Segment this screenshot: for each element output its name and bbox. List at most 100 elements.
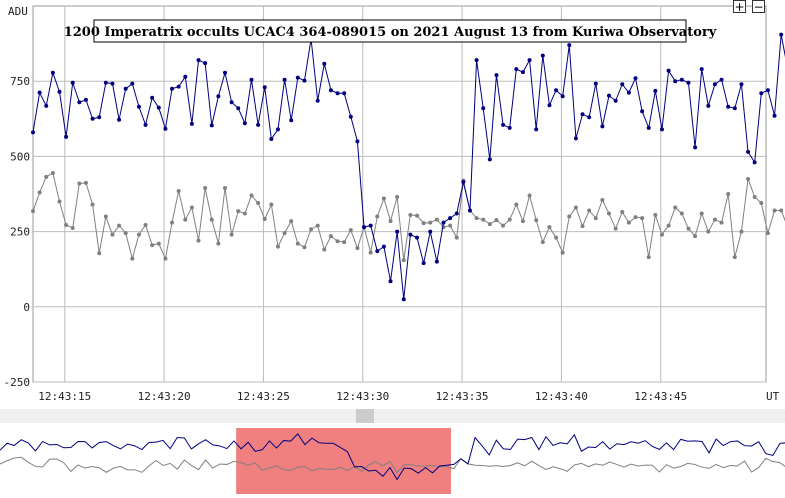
data-point <box>64 222 69 227</box>
x-tick-label: 12:43:40 <box>535 390 588 403</box>
data-point <box>474 58 479 63</box>
data-point <box>83 180 88 185</box>
data-point <box>388 219 393 224</box>
data-point <box>103 214 108 219</box>
data-point <box>587 208 592 213</box>
data-point <box>401 297 406 302</box>
data-point <box>659 127 664 132</box>
data-point <box>600 124 605 129</box>
data-point <box>534 218 539 223</box>
data-point <box>759 91 764 96</box>
data-point <box>289 118 294 123</box>
data-point <box>262 85 267 90</box>
x-tick-label: 12:43:15 <box>38 390 91 403</box>
data-point <box>441 220 446 225</box>
data-point <box>494 73 499 78</box>
data-point <box>209 123 214 128</box>
data-point <box>117 117 122 122</box>
data-point <box>746 149 751 154</box>
data-point <box>328 234 333 239</box>
data-point <box>302 245 307 250</box>
data-point <box>348 114 353 119</box>
data-point <box>249 77 254 82</box>
data-point <box>249 193 254 198</box>
data-point <box>547 225 552 230</box>
data-point <box>57 89 62 94</box>
data-point <box>613 226 618 231</box>
data-point <box>434 259 439 264</box>
data-point <box>37 90 42 95</box>
data-point <box>355 246 360 251</box>
data-point <box>229 232 234 237</box>
data-point <box>83 97 88 102</box>
y-tick-labels: -250 0 250 500 750 <box>4 75 31 389</box>
grid <box>33 6 766 383</box>
data-point <box>481 217 486 222</box>
data-point <box>203 185 208 190</box>
data-point <box>501 122 506 127</box>
data-point <box>189 205 194 210</box>
data-point <box>37 190 42 195</box>
data-point <box>587 115 592 120</box>
data-point <box>560 250 565 255</box>
data-point <box>110 81 115 86</box>
data-point <box>176 188 181 193</box>
y-axis-label: ADU <box>8 5 28 18</box>
zoom-in-button[interactable]: + <box>733 0 746 14</box>
data-point <box>44 103 49 108</box>
data-point <box>659 232 664 237</box>
data-point <box>765 231 770 236</box>
x-axis-label: UT <box>766 390 780 403</box>
zoom-out-button[interactable]: − <box>752 0 765 14</box>
data-point <box>633 76 638 81</box>
data-point <box>70 225 75 230</box>
data-point <box>77 181 82 186</box>
data-point <box>626 90 631 95</box>
data-point <box>732 106 737 111</box>
data-point <box>474 216 479 221</box>
data-point <box>31 130 35 135</box>
data-point <box>315 98 320 103</box>
data-point <box>295 75 300 80</box>
chart-title-box: 1200 Imperatrix occults UCAC4 364-089015… <box>64 19 717 43</box>
overview-navigator[interactable] <box>0 409 785 494</box>
data-point <box>779 208 784 213</box>
data-point <box>242 211 247 216</box>
data-point <box>487 222 492 227</box>
data-point <box>706 229 711 234</box>
data-point <box>342 91 347 96</box>
data-point <box>381 196 386 201</box>
data-point <box>752 195 757 200</box>
data-point <box>607 93 612 98</box>
y-tick-label: 250 <box>10 226 30 239</box>
data-point <box>110 232 115 237</box>
data-point <box>223 185 228 190</box>
data-point <box>421 221 426 226</box>
y-tick-label: -250 <box>4 376 31 389</box>
data-point <box>646 255 651 260</box>
data-point <box>573 136 578 141</box>
data-point <box>693 145 698 150</box>
data-point <box>50 170 55 175</box>
data-point <box>348 228 353 233</box>
data-point <box>633 215 638 220</box>
data-point <box>295 241 300 246</box>
data-point <box>719 220 724 225</box>
data-point <box>216 241 221 246</box>
data-point <box>97 115 102 120</box>
data-point <box>97 251 102 256</box>
data-point <box>540 53 545 58</box>
data-point <box>176 84 181 89</box>
data-point <box>613 98 618 103</box>
data-point <box>70 80 75 85</box>
data-point <box>136 104 141 109</box>
data-point <box>759 201 764 206</box>
data-point <box>395 195 400 200</box>
data-point <box>256 122 261 127</box>
data-point <box>653 213 658 218</box>
data-point <box>428 229 433 234</box>
main-series <box>31 32 785 302</box>
data-point <box>77 100 82 105</box>
data-point <box>494 218 499 223</box>
